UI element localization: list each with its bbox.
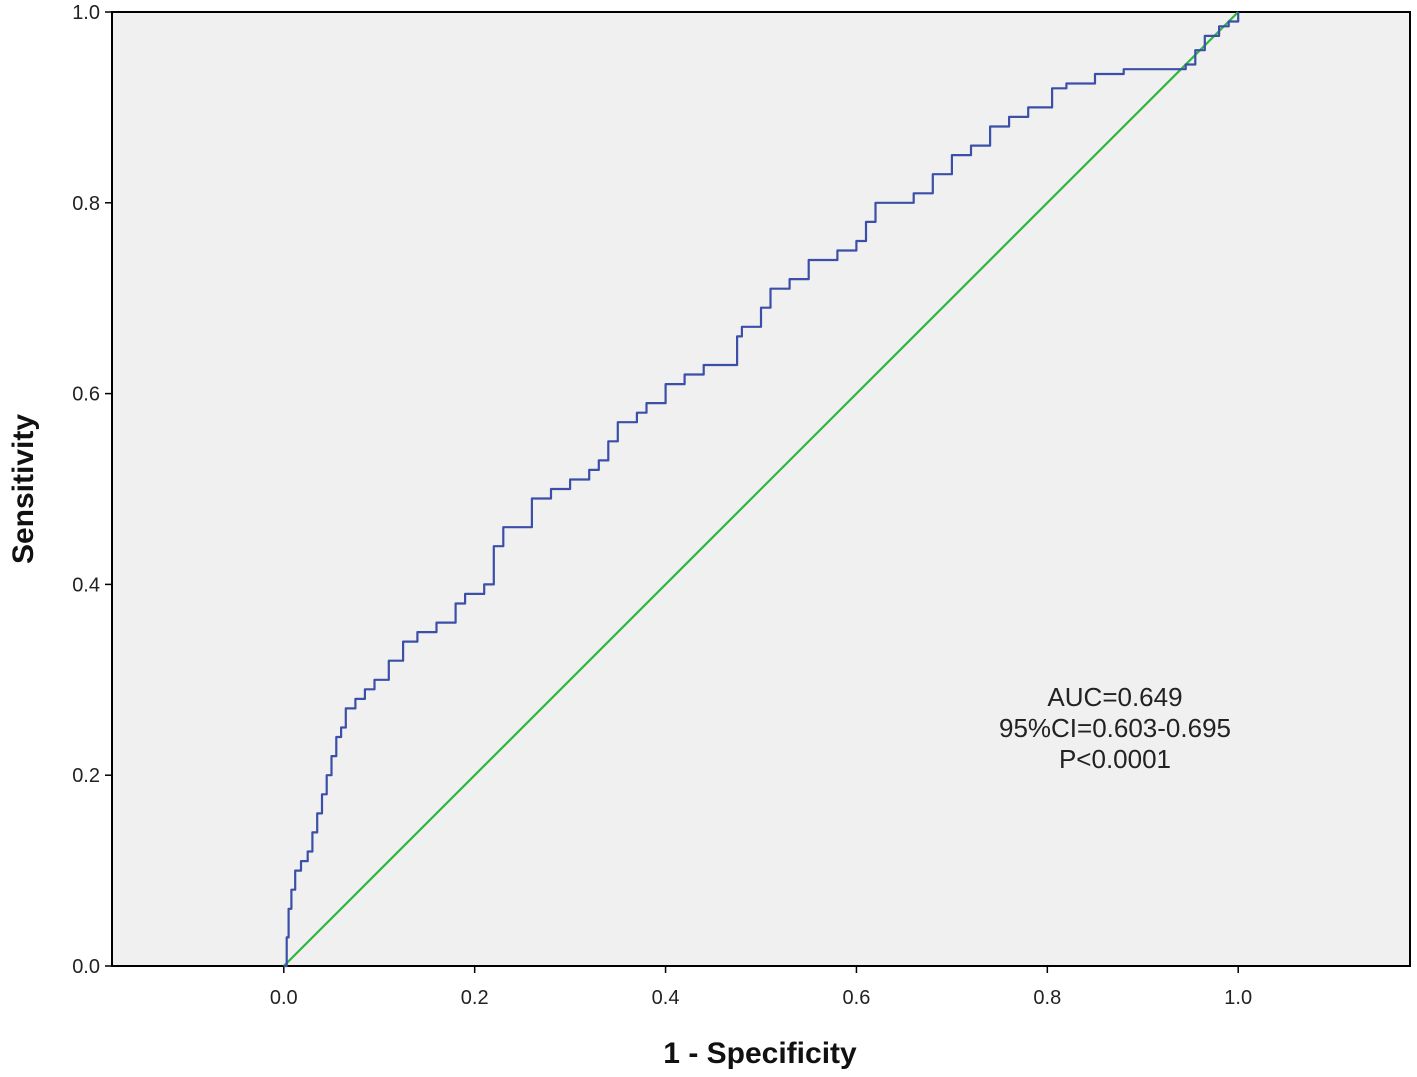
y-tick-label: 0.2 [72,765,100,787]
axis-ticks: 0.0 0.2 0.4 0.6 0.8 1.0 0.0 0.2 0.4 0.6 0.8 1.0 [72,2,1252,1009]
roc-curve-line [283,12,1240,968]
x-tick-label: 1.0 [1224,987,1252,1009]
y-tick-label: 0.8 [72,193,100,215]
y-tick-label: 0.6 [72,384,100,406]
x-tick-label: 0.4 [652,987,680,1009]
y-tick-label: 0.0 [72,956,100,978]
series-lines [283,11,1240,968]
y-tick-label: 1.0 [72,2,100,24]
x-tick-label: 0.2 [461,987,489,1009]
x-tick-label: 0.6 [843,987,871,1009]
auc-annotation: AUC=0.649 [1047,682,1182,712]
x-tick-label: 0.0 [270,987,298,1009]
x-axis-title: 1 - Specificity [663,1037,857,1070]
ci-annotation: 95%CI=0.603-0.695 [999,713,1231,743]
reference-diagonal-line [283,11,1239,967]
y-axis-title: Sensitivity [7,414,40,564]
p-value-annotation: P<0.0001 [1059,744,1171,774]
y-tick-label: 0.4 [72,574,100,596]
x-tick-label: 0.8 [1033,987,1061,1009]
